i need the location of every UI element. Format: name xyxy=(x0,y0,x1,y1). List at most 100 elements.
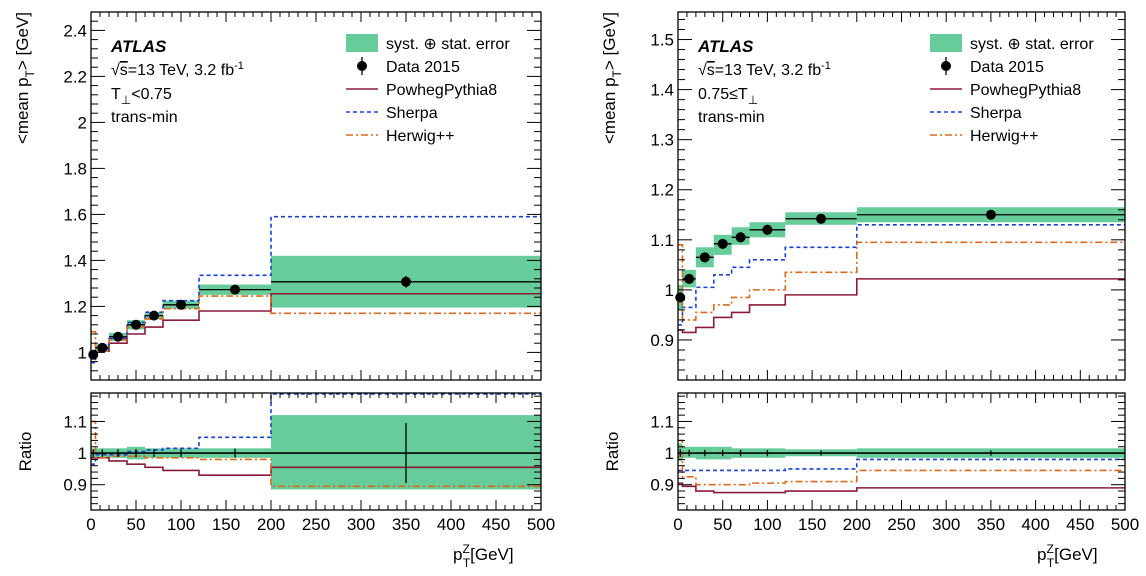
legend-swatch-data-2015 xyxy=(941,61,951,71)
sqrt-symbol: √ xyxy=(111,62,120,79)
cut-sub: ⊥ xyxy=(748,93,758,107)
x-axis-title: pZ T[GeV] xyxy=(1037,542,1098,570)
main-data-point-5 xyxy=(762,224,773,235)
y-axis-title-sub: T xyxy=(610,69,624,77)
legend: syst. ⊕ stat. error Data 2015 PowhegPythia… xyxy=(346,34,510,145)
main-data-point-6 xyxy=(816,213,827,224)
legend-label-herwig: Herwig++ xyxy=(386,128,454,145)
xtick-label: 350 xyxy=(977,515,1005,534)
main-data-point-1 xyxy=(97,342,108,353)
xtick-label: 300 xyxy=(347,515,375,534)
x-axis-title-unit: [GeV] xyxy=(470,545,513,564)
ratio-powhegpythia8-line xyxy=(91,457,541,477)
main-plot-2: 0.9 1 1.1 1.2 1.3 1.4 1.5 <mean pT> [GeV] ATLAS √… xyxy=(600,11,1126,381)
main-ytick-label: 1.4 xyxy=(63,251,87,270)
cut-main: T xyxy=(111,86,121,103)
main-powhegpythia8-line xyxy=(678,278,1125,334)
ratio-ytick-label: 1.1 xyxy=(650,412,674,431)
xtick-label: 150 xyxy=(212,515,240,534)
y-axis-title-post: > [GeV] xyxy=(13,12,32,70)
main-ytick-label: 1 xyxy=(665,281,674,300)
legend-label-syst-stat-error: syst. ⊕ stat. error xyxy=(970,36,1094,53)
sqrt-s: s xyxy=(707,62,715,79)
ratio-sherpa-line xyxy=(91,393,541,465)
main-data-point-0 xyxy=(88,349,99,360)
xtick-label: 100 xyxy=(167,515,195,534)
legend-label-powhegpythia8: PowhegPythia8 xyxy=(386,82,497,99)
xtick-label: 500 xyxy=(1111,515,1139,534)
main-ytick-label: 2 xyxy=(78,113,87,132)
xtick-label: 50 xyxy=(713,515,732,534)
cut-rest: <0.75 xyxy=(131,86,172,103)
main-ytick-label: 1.4 xyxy=(650,81,674,100)
region-label: trans-min xyxy=(698,109,765,126)
x-axis-title-base: p xyxy=(1037,545,1046,564)
main-data-point-2 xyxy=(113,331,123,342)
ratio-herwig-line xyxy=(91,420,541,488)
main-data-point-1 xyxy=(684,273,695,284)
y-axis-title: <mean pT> [GeV] xyxy=(600,12,624,144)
energy-label: √s=13 TeV, 3.2 fb-1 xyxy=(111,60,244,79)
xtick-label: 250 xyxy=(887,515,915,534)
x-axis-title-sub: T xyxy=(463,556,471,570)
lumi-exponent: -1 xyxy=(234,60,244,72)
legend-swatch-data-2015 xyxy=(357,61,367,71)
main-ytick-label: 2.4 xyxy=(63,21,87,40)
panel-2: 0.911.11.21.31.41.5<mean pT> [GeV] ATLAS√… xyxy=(600,11,1139,570)
main-sherpa-line xyxy=(91,215,541,364)
legend: syst. ⊕ stat. error Data 2015 PowhegPythia… xyxy=(930,34,1094,145)
energy-label: √s=13 TeV, 3.2 fb-1 xyxy=(698,60,831,79)
main-data-point-0 xyxy=(675,292,686,303)
ratio-ytick-label: 0.9 xyxy=(63,476,87,495)
main-data-point-3 xyxy=(717,238,728,249)
main-data-point-7 xyxy=(401,276,411,287)
legend-label-sherpa: Sherpa xyxy=(970,105,1022,122)
main-plot-1: 11.21.41.61.822.22.4<mean pT> [GeV] ATLAS… xyxy=(13,11,542,381)
xtick-label: 150 xyxy=(798,515,826,534)
main-data-point-2 xyxy=(699,252,710,263)
ratio-ytick-label: 1.1 xyxy=(63,412,87,431)
main-data-point-4 xyxy=(735,232,746,243)
main-data-point-7 xyxy=(985,209,996,220)
xtick-label: 200 xyxy=(843,515,871,534)
x-axis-title-sup: Z xyxy=(1046,542,1053,556)
energy-text: =13 TeV, 3.2 fb xyxy=(715,62,821,79)
ratio-plot-1: 0.9 1 1.1 Ratio 0 50 100 150 200 250 300 350 400 450 5… xyxy=(16,392,555,570)
xtick-label: 300 xyxy=(932,515,960,534)
main-sherpa-line xyxy=(678,223,1125,326)
main-ytick-label: 1.3 xyxy=(650,131,674,150)
lumi-exponent: -1 xyxy=(821,60,831,72)
main-ytick-label: 1 xyxy=(78,343,87,362)
xtick-label: 450 xyxy=(482,515,510,534)
atlas-label: ATLAS xyxy=(697,37,754,56)
legend-label-syst-stat-error: syst. ⊕ stat. error xyxy=(386,36,510,53)
legend-label-sherpa: Sherpa xyxy=(386,105,438,122)
x-axis-title: pZ T[GeV] xyxy=(453,542,514,570)
main-ytick-label: 1.8 xyxy=(63,159,87,178)
main-ytick-label: 2.2 xyxy=(63,67,87,86)
ratio-powhegpythia8-line xyxy=(678,482,1125,494)
legend-label-herwig: Herwig++ xyxy=(970,128,1038,145)
x-axis-title-base: p xyxy=(453,545,462,564)
main-ytick-label: 1.1 xyxy=(650,231,674,250)
xtick-label: 200 xyxy=(257,515,285,534)
ratio-ytick-label: 0.9 xyxy=(650,476,674,495)
ratio-ytick-label: 1 xyxy=(78,444,87,463)
ratio-sherpa-line xyxy=(678,458,1125,472)
y-axis-title-pre: <mean p xyxy=(13,77,32,144)
main-ytick-label: 1.2 xyxy=(650,181,674,200)
cut-main: 0.75≤T xyxy=(698,86,748,103)
legend-label-powhegpythia8: PowhegPythia8 xyxy=(970,82,1081,99)
xtick-label: 400 xyxy=(1021,515,1049,534)
legend-label-data-2015: Data 2015 xyxy=(386,59,460,76)
main-data-point-3 xyxy=(131,319,141,330)
atlas-label: ATLAS xyxy=(110,37,167,56)
main-ytick-label: 1.2 xyxy=(63,297,87,316)
sqrt-symbol: √ xyxy=(698,62,707,79)
x-axis-title-sub: T xyxy=(1047,556,1055,570)
cut-label: T⊥<0.75 xyxy=(111,86,172,107)
main-data-point-6 xyxy=(230,284,240,295)
ratio-plot-2: 0.9 1 1.1 Ratio 0 50 100 150 200 250 300 350 400 450 5… xyxy=(603,392,1139,570)
energy-text: =13 TeV, 3.2 fb xyxy=(128,62,234,79)
legend-label-data-2015: Data 2015 xyxy=(970,59,1044,76)
